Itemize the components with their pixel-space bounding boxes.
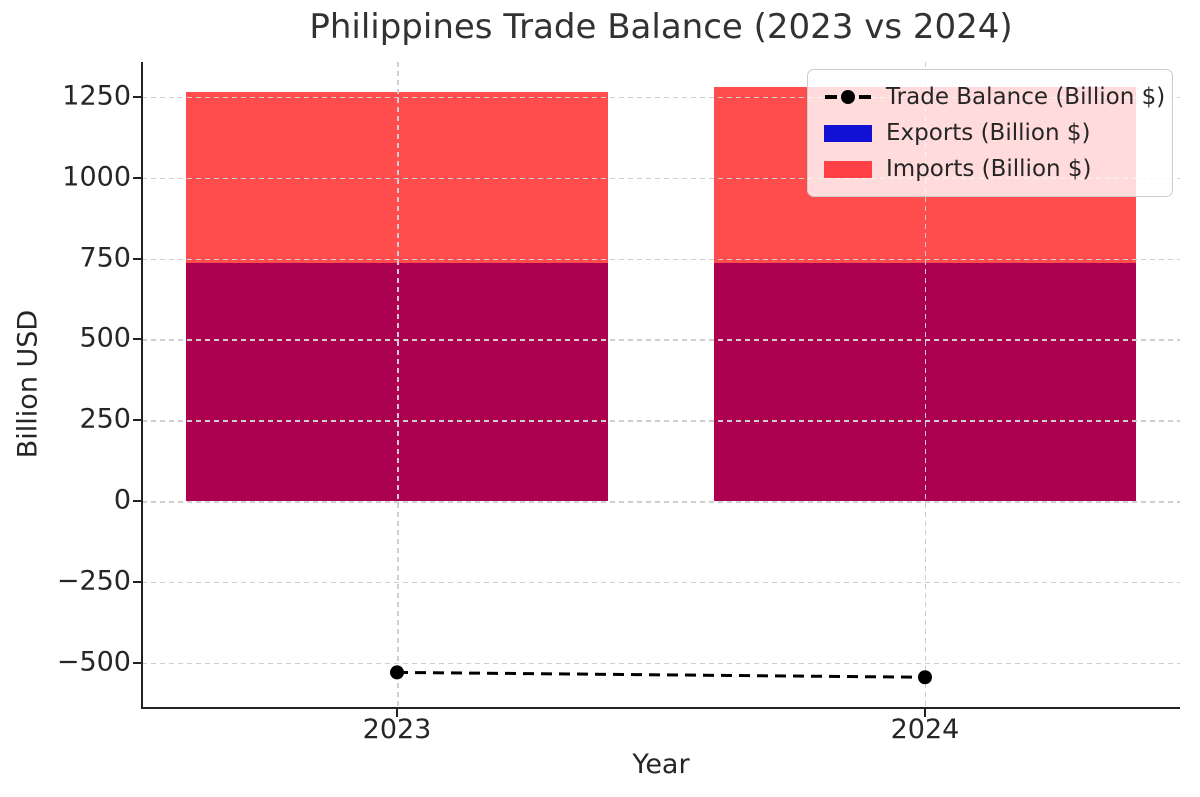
chart-title: Philippines Trade Balance (2023 vs 2024)	[309, 7, 1013, 47]
legend: Trade Balance (Billion $) Exports (Billio…	[807, 69, 1173, 197]
v-gridline-2024	[924, 62, 927, 707]
h-gridline--250	[142, 581, 1180, 584]
y-tick-label: 1250	[62, 80, 131, 112]
legend-dash-icon	[859, 95, 871, 99]
legend-patch-icon	[821, 124, 875, 142]
legend-dash-icon	[825, 95, 837, 99]
y-tick-label: 0	[113, 484, 131, 516]
h-gridline-1000	[142, 177, 1180, 180]
legend-label: Imports (Billion $)	[886, 156, 1092, 182]
h-gridline-0	[142, 501, 1180, 503]
trade-balance-marker-2023	[390, 665, 405, 680]
y-tick-label: −500	[56, 645, 131, 677]
y-tick-mark	[133, 176, 142, 179]
h-gridline-500	[142, 339, 1180, 341]
x-tick-mark	[396, 708, 398, 717]
x-axis-spine	[141, 707, 1180, 709]
trade-balance-marker-2024	[917, 670, 932, 685]
legend-item: Imports (Billion $)	[821, 151, 1160, 187]
y-tick-label: 1000	[62, 160, 131, 192]
y-tick-mark	[133, 500, 142, 503]
h-gridline-250	[142, 420, 1180, 422]
legend-item: Trade Balance (Billion $)	[821, 79, 1165, 115]
h-gridline-750	[142, 258, 1180, 261]
y-tick-mark	[133, 419, 142, 422]
y-axis-spine	[141, 62, 143, 709]
trade-balance-line	[396, 670, 926, 679]
legend-marker-dot-icon	[841, 90, 855, 104]
y-tick-mark	[133, 338, 142, 341]
x-tick-label: 2024	[890, 714, 960, 745]
legend-color-patch-icon	[824, 124, 872, 142]
trade-balance-line-layer	[390, 665, 932, 685]
x-tick-mark	[923, 708, 926, 717]
legend-label: Exports (Billion $)	[886, 120, 1091, 146]
v-gridline-2023	[397, 62, 399, 707]
y-tick-label: 500	[79, 322, 131, 354]
legend-dashed-line-marker-icon	[821, 90, 875, 104]
plot-area: Trade Balance (Billion $) Exports (Billio…	[142, 62, 1180, 707]
x-tick-label: 2023	[362, 714, 432, 745]
legend-patch-icon	[821, 160, 875, 178]
y-tick-label: 750	[79, 241, 131, 273]
y-tick-label: 250	[79, 403, 131, 435]
legend-label: Trade Balance (Billion $)	[886, 84, 1166, 110]
y-tick-mark	[133, 95, 142, 98]
legend-color-patch-icon	[824, 160, 872, 178]
h-gridline-1250	[142, 96, 1180, 99]
y-tick-label: −250	[56, 565, 131, 597]
legend-item: Exports (Billion $)	[821, 115, 1160, 151]
x-axis-label: Year	[632, 749, 690, 780]
y-tick-mark	[133, 661, 142, 664]
y-tick-mark	[133, 257, 142, 260]
h-gridline--500	[142, 662, 1180, 665]
y-tick-mark	[133, 580, 142, 583]
